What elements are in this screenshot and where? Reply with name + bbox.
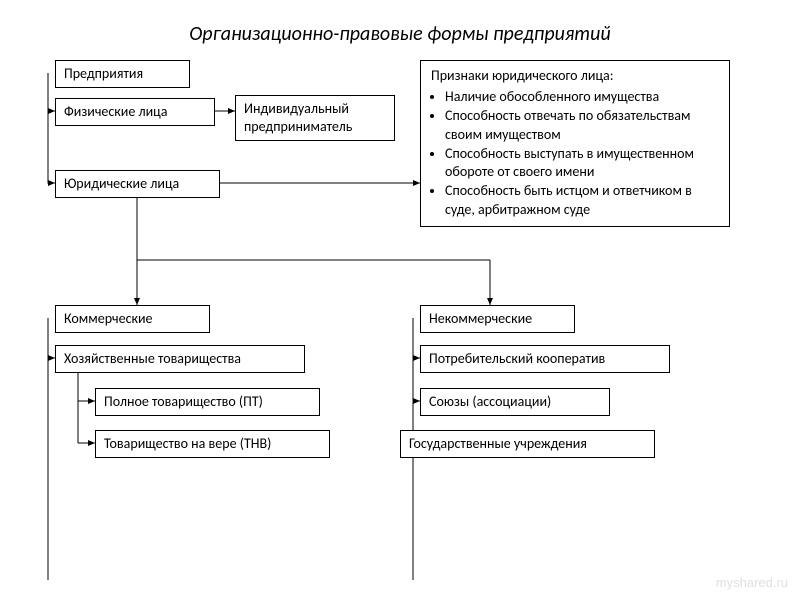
diagram-title: Организационно-правовые формы предприяти… (0, 22, 800, 46)
node-full-partnership: Полное товарищество (ПТ) (95, 388, 320, 416)
node-commercial: Коммерческие (55, 305, 210, 333)
node-noncommercial: Некоммерческие (420, 305, 575, 333)
node-gov-institutions: Государственные учреждения (400, 430, 655, 458)
node-enterprises: Предприятия (55, 60, 190, 88)
watermark: myshared.ru (716, 575, 788, 590)
node-legal-entities: Юридические лица (55, 170, 220, 198)
node-consumer-coop: Потребительский кооператив (420, 345, 670, 373)
node-faith-partnership: Товарищество на вере (ТНВ) (95, 430, 330, 458)
legal-sign-item: Способность быть истцом и ответчиком в с… (445, 182, 719, 220)
node-sole-proprietor: Индивидуальный предприниматель (235, 95, 395, 141)
legal-sign-item: Наличие обособленного имущества (445, 88, 719, 107)
node-unions: Союзы (ассоциации) (420, 388, 610, 416)
node-partnerships: Хозяйственные товарищества (55, 345, 305, 373)
node-individuals: Физические лица (55, 98, 215, 126)
legal-sign-item: Способность отвечать по обязательствам с… (445, 107, 719, 145)
legal-sign-item: Способность выступать в имущественном об… (445, 145, 719, 183)
node-legal-signs: Признаки юридического лица: Наличие обос… (420, 60, 730, 227)
legal-signs-title: Признаки юридического лица: (431, 67, 719, 86)
